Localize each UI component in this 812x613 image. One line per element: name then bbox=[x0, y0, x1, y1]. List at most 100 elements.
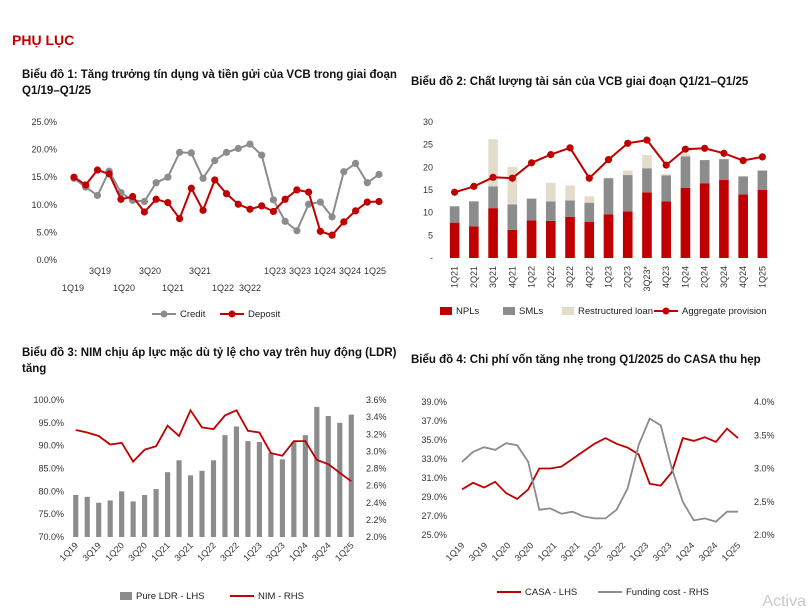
chart1-title-line2: Q1/19–Q1/25 bbox=[22, 85, 92, 97]
chart2-bar-restructured-loan bbox=[565, 185, 575, 201]
chart3-xtick-label: 1Q20 bbox=[103, 540, 126, 563]
chart1-series-1-point-26 bbox=[375, 197, 383, 206]
chart1-series-0-point-7 bbox=[152, 179, 160, 187]
chart2-provision-point-1 bbox=[470, 182, 478, 190]
chart2-ytick-label: 5 bbox=[428, 230, 433, 240]
chart4-ytick-left-label: 27.0% bbox=[421, 511, 447, 521]
chart1-series-1-point-5 bbox=[129, 192, 137, 201]
chart3-ldr-bar bbox=[176, 460, 182, 537]
chart3-xtick-label: 3Q24 bbox=[310, 540, 333, 563]
chart2-bar-smls bbox=[757, 170, 768, 190]
chart4-xtick-label: 1Q21 bbox=[536, 540, 559, 563]
chart4-xtick-label: 3Q24 bbox=[697, 540, 720, 563]
chart2-provision-point-0 bbox=[451, 188, 459, 196]
chart4-xtick-label: 3Q20 bbox=[513, 540, 536, 563]
chart3-ldr-bar bbox=[107, 500, 113, 537]
chart3-ytick-left-label: 100.0% bbox=[33, 395, 64, 405]
chart2-bar-smls bbox=[738, 176, 748, 195]
chart2-xtick-label: 1Q22 bbox=[527, 266, 537, 288]
chart3-title-line1: Biểu đồ 3: NIM chịu áp lực mặc dù tỷ lệ … bbox=[22, 347, 397, 359]
chart2-bar-npls bbox=[449, 222, 460, 258]
chart1-legend-credit-label: Credit bbox=[180, 309, 206, 320]
chart1-series-0-point-14 bbox=[234, 144, 242, 153]
chart4-ytick-right-label: 4.0% bbox=[754, 397, 775, 407]
chart2-bar-smls bbox=[719, 159, 729, 181]
chart2-xtick-label: 3Q24 bbox=[719, 266, 729, 288]
chart4-ytick-right-label: 2.5% bbox=[754, 497, 775, 507]
chart2-legend-smls-swatch bbox=[503, 307, 515, 315]
chart3-ytick-left-label: 75.0% bbox=[38, 509, 64, 519]
chart2-xtick-label: 2Q21 bbox=[469, 266, 479, 288]
chart4-ytick-right-label: 3.5% bbox=[754, 430, 775, 440]
chart4-legend-casa-label: CASA - LHS bbox=[525, 587, 577, 598]
chart2-bar-smls bbox=[545, 201, 556, 221]
chart2-bar-npls bbox=[622, 211, 633, 258]
chart4-ytick-left-label: 35.0% bbox=[421, 435, 447, 445]
chart2-bar-smls bbox=[680, 156, 691, 188]
chart3-legend-ldr-label: Pure LDR - LHS bbox=[136, 591, 205, 602]
chart1-series-1-point-7 bbox=[152, 195, 160, 203]
chart1-series-1-point-22 bbox=[328, 231, 336, 239]
chart3-title-line2: tăng bbox=[22, 363, 47, 375]
chart4-ytick-left-label: 31.0% bbox=[421, 473, 447, 483]
chart4-legend-funding-label: Funding cost - RHS bbox=[626, 587, 709, 598]
chart2-ytick-label: 30 bbox=[423, 117, 433, 127]
chart3-xtick-label: 3Q23 bbox=[264, 540, 287, 563]
chart1-series-1-point-4 bbox=[117, 195, 125, 203]
chart3-legend-nim-label: NIM - RHS bbox=[258, 591, 304, 602]
chart2-bar-npls bbox=[603, 214, 614, 258]
chart1-series-0-point-13 bbox=[222, 148, 231, 156]
chart4-xtick-label: 1Q24 bbox=[674, 540, 697, 563]
chart2-bar-smls bbox=[622, 175, 633, 212]
chart2-xtick-label: 4Q23 bbox=[661, 266, 671, 288]
chart2-bar-smls bbox=[584, 202, 595, 222]
chart2-ytick-label: 20 bbox=[423, 162, 433, 172]
chart2-xtick-label: 2Q23 bbox=[623, 266, 633, 288]
chart2-bar-smls bbox=[488, 186, 498, 209]
chart2-provision-point-15 bbox=[739, 156, 747, 165]
chart4-xtick-label: 1Q22 bbox=[582, 540, 605, 563]
chart1-series-0-point-19 bbox=[293, 227, 301, 235]
chart1-series-1-point-9 bbox=[175, 215, 184, 223]
chart2-bar-npls bbox=[642, 192, 652, 258]
chart2-bar-smls bbox=[526, 198, 537, 221]
chart3-xtick-label: 1Q25 bbox=[333, 540, 356, 563]
chart1-series-1-point-24 bbox=[351, 207, 360, 215]
chart2-bar-restructured-loan bbox=[622, 170, 633, 176]
chart1-series-1-point-1 bbox=[82, 181, 90, 189]
chart2-bar-npls bbox=[584, 221, 595, 258]
chart4-series-0-line bbox=[461, 427, 739, 500]
chart2-provision-point-9 bbox=[624, 139, 632, 147]
chart2-xtick-label: 3Q21 bbox=[488, 266, 498, 288]
chart2-bar-smls bbox=[642, 168, 652, 193]
chart2-bar-restructured-loan bbox=[488, 139, 498, 187]
chart2-provision-point-13 bbox=[701, 144, 709, 152]
chart1-ytick-label: 15.0% bbox=[31, 172, 57, 182]
chart1-series-1-point-11 bbox=[199, 206, 207, 214]
chart3-ytick-right-label: 2.2% bbox=[366, 515, 387, 525]
chart3-ytick-right-label: 2.0% bbox=[366, 532, 387, 542]
chart3-ldr-bar bbox=[279, 459, 285, 537]
chart1-ytick-label: 20.0% bbox=[31, 145, 57, 155]
chart1-xtick-label: 3Q22 bbox=[239, 283, 261, 293]
chart1-xtick-label: 1Q22 bbox=[212, 283, 234, 293]
chart1-ytick-label: 5.0% bbox=[36, 227, 57, 237]
chart1-series-0-point-6 bbox=[140, 197, 148, 206]
chart4-series-1-line bbox=[461, 417, 738, 523]
chart2-ytick-label: 25 bbox=[423, 140, 433, 150]
chart1-xtick-label: 1Q19 bbox=[62, 283, 84, 293]
chart2-bar-npls bbox=[719, 180, 729, 258]
chart2-bar-npls bbox=[699, 183, 710, 258]
chart2-xtick-label: 3Q23* bbox=[642, 266, 652, 292]
chart2-provision-point-3 bbox=[508, 174, 516, 182]
chart2-bar-npls bbox=[738, 194, 748, 258]
chart1-series-0-point-11 bbox=[199, 174, 207, 182]
chart3-ldr-bar bbox=[199, 470, 205, 537]
chart2-provision-point-12 bbox=[681, 145, 690, 153]
chart1-xtick-label: 3Q23 bbox=[289, 266, 311, 276]
chart3-ytick-left-label: 90.0% bbox=[38, 441, 64, 451]
chart2-bar-smls bbox=[603, 178, 614, 215]
chart2-bar-restructured-loan bbox=[642, 155, 652, 169]
chart1-legend-deposit-label: Deposit bbox=[248, 309, 281, 320]
